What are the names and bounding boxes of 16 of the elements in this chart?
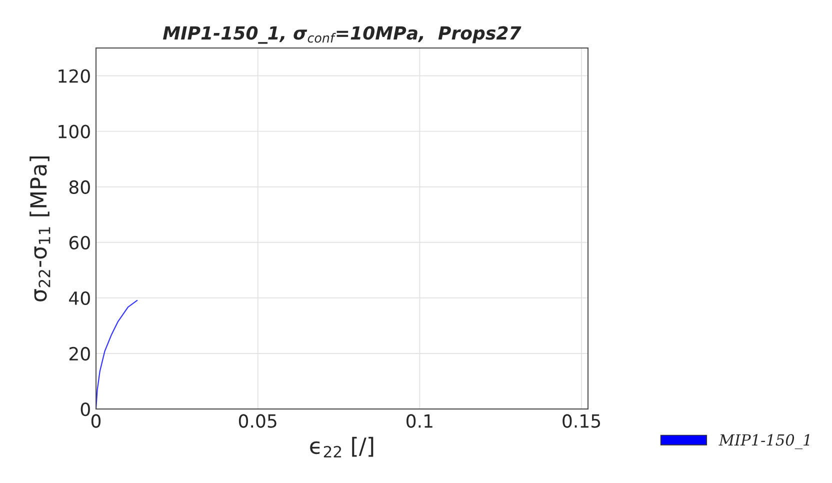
y-tick-label: 0 (80, 402, 90, 416)
y-tick-label: 20 (69, 346, 90, 361)
y-tick-label: 120 (58, 69, 90, 83)
chart-title: MIP1-150_1, σ$_{conf}$=10MPa, Props27 (162, 26, 522, 44)
x-tick-label: 0.05 (238, 414, 276, 428)
x-tick-label: 0.15 (562, 414, 600, 428)
y-axis-title: σ$_{22}$-σ$_{11}$ [MPa] (30, 156, 50, 302)
x-tick-label: 0.1 (406, 414, 432, 428)
x-tick-label: 0 (91, 414, 101, 428)
y-tick-label: 100 (58, 124, 90, 138)
line-series (96, 300, 138, 409)
y-tick-label: 60 (69, 236, 90, 250)
y-tick-label: 40 (69, 291, 90, 306)
y-tick-label: 80 (69, 180, 90, 194)
x-axis-title: ϵ$_{22}$ [/] (310, 436, 374, 458)
legend-label: MIP1-150_1 (718, 434, 810, 450)
